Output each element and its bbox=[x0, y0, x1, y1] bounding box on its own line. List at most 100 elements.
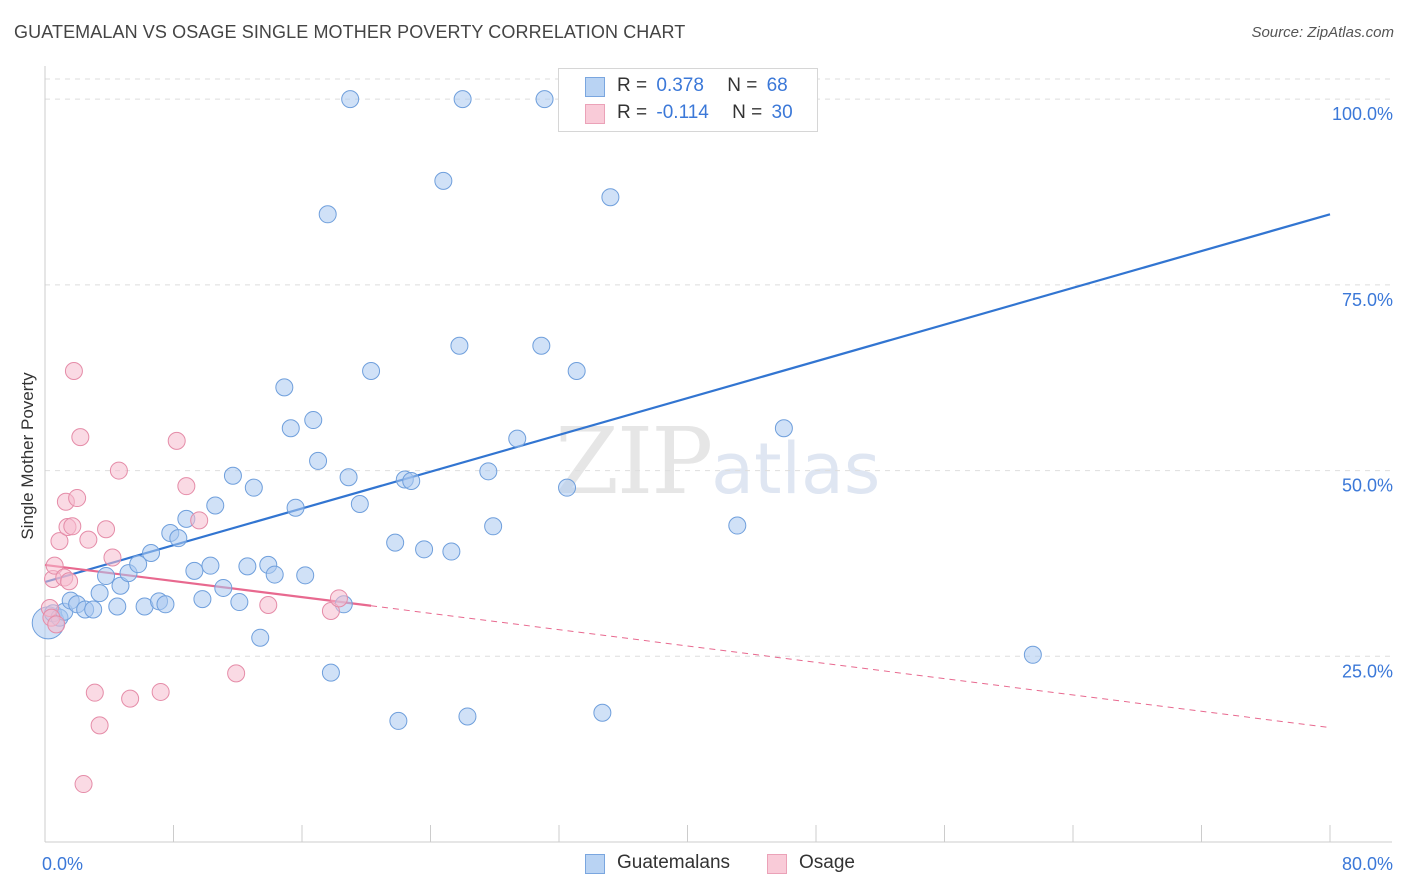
guatemalan-point bbox=[484, 517, 503, 536]
legend-label-guatemalans: Guatemalans bbox=[617, 852, 731, 873]
osage-point bbox=[74, 775, 93, 794]
osage-point bbox=[47, 615, 66, 634]
osage-point bbox=[227, 664, 246, 683]
guatemalan-point bbox=[728, 516, 747, 535]
x-tick-label-max: 80.0% bbox=[1342, 854, 1393, 874]
guatemalan-point bbox=[193, 590, 212, 609]
guatemalan-point bbox=[601, 188, 620, 207]
guatemalan-point bbox=[341, 90, 360, 109]
guatemalan-trend-line bbox=[44, 213, 1331, 584]
guatemalan-point bbox=[567, 362, 586, 381]
guatemalan-point bbox=[223, 466, 242, 485]
guatemalan-point bbox=[350, 495, 369, 513]
guatemalan-point bbox=[281, 419, 300, 438]
y-tick-label: 100.0% bbox=[1332, 104, 1393, 124]
guatemalan-point bbox=[479, 462, 498, 481]
osage-point bbox=[90, 716, 109, 735]
y-tick-label: 25.0% bbox=[1342, 661, 1393, 681]
guatemalan-point bbox=[774, 419, 793, 438]
osage-trend-extension bbox=[371, 605, 1331, 729]
guatemalan-point bbox=[206, 496, 225, 515]
guatemalan-point bbox=[108, 597, 127, 616]
guatemalan-point bbox=[156, 595, 175, 614]
osage-point bbox=[321, 601, 340, 620]
guatemalan-point bbox=[434, 171, 453, 190]
legend-r-value: -0.114 bbox=[656, 102, 709, 123]
guatemalan-point bbox=[535, 90, 554, 109]
source-credit: Source: ZipAtlas.com bbox=[1251, 24, 1394, 41]
x-tick-label-min: 0.0% bbox=[42, 854, 83, 874]
y-tick-label: 50.0% bbox=[1342, 476, 1393, 496]
guatemalan-point bbox=[508, 429, 527, 448]
guatemalan-point bbox=[386, 533, 405, 552]
guatemalan-point bbox=[251, 628, 270, 647]
guatemalan-point bbox=[1023, 645, 1042, 664]
guatemalan-point bbox=[442, 542, 461, 561]
y-tick-label: 75.0% bbox=[1342, 290, 1393, 310]
guatemalan-point bbox=[97, 567, 116, 586]
guatemalan-point bbox=[318, 205, 337, 224]
legend-n-label: N = bbox=[732, 102, 763, 123]
guatemalan-point bbox=[286, 498, 305, 517]
osage-point bbox=[190, 511, 209, 530]
guatemalan-point bbox=[593, 703, 612, 722]
legend-label-osage: Osage bbox=[799, 852, 855, 873]
guatemalan-point bbox=[230, 593, 249, 612]
legend-n-label: N = bbox=[727, 75, 758, 96]
osage-point bbox=[167, 431, 186, 450]
guatemalan-point bbox=[84, 600, 103, 619]
osage-point bbox=[151, 682, 170, 701]
axis-layer bbox=[44, 66, 1392, 843]
guatemalan-point bbox=[453, 90, 472, 109]
osage-point bbox=[50, 532, 69, 551]
guatemalan-point bbox=[169, 529, 188, 548]
legend-r-value: 0.378 bbox=[656, 75, 704, 96]
osage-point bbox=[109, 461, 128, 480]
legend-n-value: 68 bbox=[766, 75, 788, 96]
guatemalan-point bbox=[558, 478, 577, 497]
osage-point bbox=[79, 530, 98, 549]
osage-point bbox=[71, 428, 90, 447]
osage-point bbox=[97, 520, 116, 539]
chart-title: GUATEMALAN VS OSAGE SINGLE MOTHER POVERT… bbox=[14, 22, 686, 42]
label-layer: 25.0% 50.0% 75.0% 100.0% 0.0% 80.0% Single Mot… bbox=[18, 104, 1393, 874]
legend-swatch-blue bbox=[585, 77, 605, 97]
point-layer bbox=[31, 90, 1042, 794]
osage-point bbox=[121, 689, 140, 708]
guatemalan-point bbox=[275, 378, 294, 397]
legend-swatch-pink bbox=[767, 854, 787, 874]
guatemalan-point bbox=[450, 336, 469, 355]
guatemalan-point bbox=[296, 566, 315, 585]
guatemalan-point bbox=[238, 557, 257, 576]
legend-swatch-pink bbox=[585, 104, 605, 124]
watermark: ZIPatlas bbox=[555, 408, 880, 515]
guatemalan-point bbox=[339, 468, 358, 487]
osage-point bbox=[103, 548, 122, 567]
stats-legend: R = 0.378 N = 68 R = -0.114 N = 30 bbox=[558, 68, 818, 132]
guatemalan-point bbox=[415, 540, 434, 559]
osage-point bbox=[259, 596, 278, 615]
guatemalan-point bbox=[129, 555, 148, 574]
osage-point bbox=[45, 556, 64, 575]
osage-point bbox=[177, 477, 196, 496]
guatemalan-point bbox=[244, 478, 263, 497]
guatemalan-point bbox=[185, 561, 204, 580]
guatemalan-point bbox=[362, 362, 381, 381]
legend-r-label: R = bbox=[617, 102, 648, 123]
guatemalan-point bbox=[402, 471, 421, 490]
watermark-zip: ZIP bbox=[555, 408, 713, 515]
guatemalan-point bbox=[532, 336, 551, 355]
osage-point bbox=[63, 517, 82, 536]
legend-swatch-blue bbox=[585, 854, 605, 874]
osage-point bbox=[64, 362, 83, 381]
guatemalan-point bbox=[309, 451, 328, 470]
guatemalan-point bbox=[458, 707, 477, 726]
guatemalan-point bbox=[321, 663, 340, 682]
guatemalan-point bbox=[304, 411, 323, 430]
guatemalan-point bbox=[142, 544, 161, 563]
legend-n-value: 30 bbox=[771, 102, 793, 123]
guatemalan-point bbox=[389, 711, 408, 730]
guatemalan-point bbox=[111, 576, 130, 595]
guatemalan-point bbox=[265, 565, 284, 584]
